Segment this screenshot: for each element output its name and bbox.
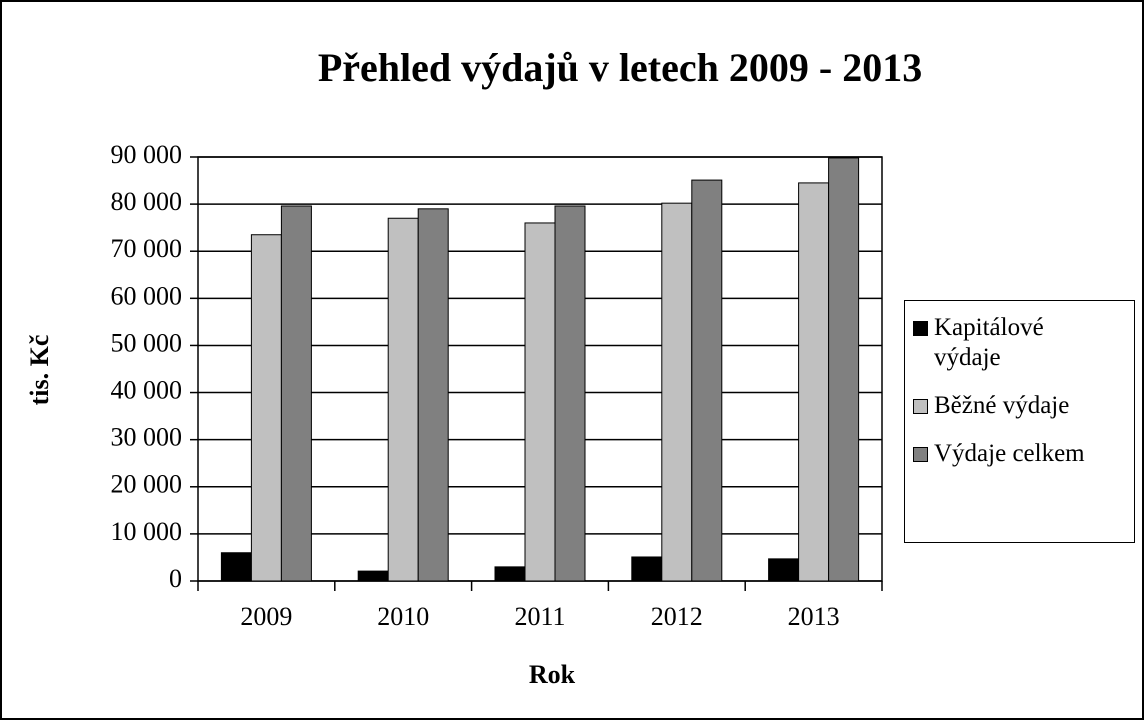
legend-item: Výdaje celkem xyxy=(913,439,1126,469)
y-tick-label: 20 000 xyxy=(111,470,183,499)
chart-title: Přehled výdajů v letech 2009 - 2013 xyxy=(318,45,922,90)
bar xyxy=(220,552,252,582)
bar xyxy=(828,157,860,582)
legend: Kapitálové výdaje Běžné výdaje Výdaje celk… xyxy=(904,300,1135,543)
bar xyxy=(357,570,389,582)
bar xyxy=(661,202,693,582)
legend-label: Výdaje celkem xyxy=(934,440,1085,467)
bar xyxy=(631,556,663,582)
legend-swatch xyxy=(913,321,928,336)
legend-item: Kapitálové výdaje xyxy=(913,313,1126,373)
x-tick-label: 2013 xyxy=(788,602,840,631)
bar xyxy=(250,234,282,582)
bar xyxy=(798,182,830,582)
bar xyxy=(387,217,419,582)
bar xyxy=(524,222,556,582)
y-axis-label: tis. Kč xyxy=(25,335,54,406)
legend-label: Běžné výdaje xyxy=(934,392,1070,419)
legend-item: Běžné výdaje xyxy=(913,391,1126,421)
x-tick-label: 2011 xyxy=(514,602,565,631)
y-tick-label: 40 000 xyxy=(111,376,183,405)
y-tick-label: 60 000 xyxy=(111,281,183,310)
bar xyxy=(691,179,723,582)
bar xyxy=(494,566,526,582)
bar xyxy=(554,205,586,582)
bar xyxy=(768,558,800,582)
x-axis-label: Rok xyxy=(529,660,576,689)
y-tick-label: 70 000 xyxy=(111,234,183,263)
x-tick-label: 2009 xyxy=(240,602,292,631)
x-tick-label: 2010 xyxy=(377,602,429,631)
y-tick-label: 30 000 xyxy=(111,423,183,452)
x-tick-label: 2012 xyxy=(651,602,703,631)
y-tick-label: 0 xyxy=(169,564,182,593)
legend-swatch xyxy=(913,447,928,462)
bar xyxy=(280,205,312,582)
y-tick-label: 50 000 xyxy=(111,328,183,357)
y-tick-label: 80 000 xyxy=(111,187,183,216)
legend-label: Kapitálové výdaje xyxy=(934,314,1044,371)
bar xyxy=(417,208,449,582)
y-tick-label: 90 000 xyxy=(111,140,183,169)
y-tick-label: 10 000 xyxy=(111,517,183,546)
legend-swatch xyxy=(913,399,928,414)
